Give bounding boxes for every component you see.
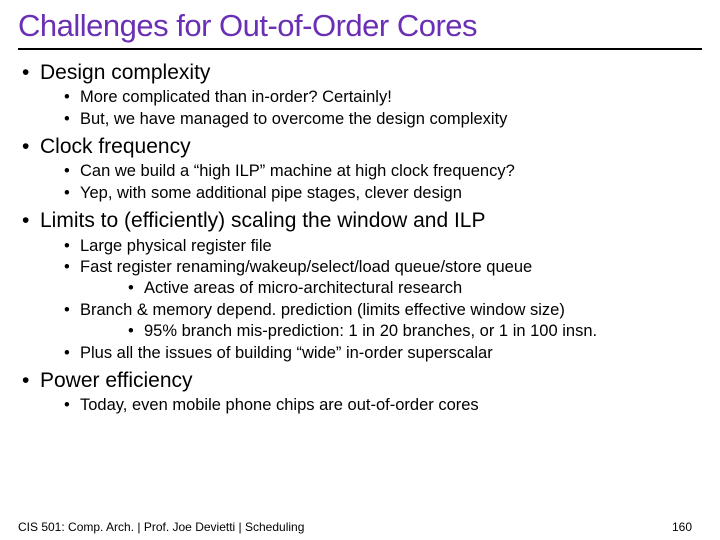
bullet-l1: Power efficiency Today, even mobile phon… [18, 368, 702, 417]
bullet-sublist: Today, even mobile phone chips are out-o… [40, 395, 702, 416]
bullet-text: Clock frequency [40, 135, 191, 158]
bullet-l2: More complicated than in-order? Certainl… [40, 87, 702, 108]
bullet-l1: Clock frequency Can we build a “high ILP… [18, 134, 702, 204]
bullet-l2: Yep, with some additional pipe stages, c… [40, 183, 702, 204]
bullet-text: Branch & memory depend. prediction (limi… [80, 301, 565, 319]
slide-title: Challenges for Out-of-Order Cores [0, 0, 720, 48]
bullet-l1: Limits to (efficiently) scaling the wind… [18, 208, 702, 364]
slide-footer: CIS 501: Comp. Arch. | Prof. Joe Deviett… [18, 520, 702, 534]
page-number: 160 [672, 520, 692, 534]
bullet-l2: Today, even mobile phone chips are out-o… [40, 395, 702, 416]
bullet-text: Design complexity [40, 61, 210, 84]
bullet-list: Design complexity More complicated than … [18, 60, 702, 417]
bullet-sublist: Can we build a “high ILP” machine at hig… [40, 161, 702, 204]
bullet-l1: Design complexity More complicated than … [18, 60, 702, 130]
bullet-l2: But, we have managed to overcome the des… [40, 109, 702, 130]
bullet-subsublist: Active areas of micro-architectural rese… [80, 278, 702, 299]
bullet-l3: Active areas of micro-architectural rese… [80, 278, 702, 299]
bullet-l2: Branch & memory depend. prediction (limi… [40, 300, 702, 343]
footer-text: CIS 501: Comp. Arch. | Prof. Joe Deviett… [18, 520, 304, 534]
bullet-sublist: Large physical register file Fast regist… [40, 236, 702, 365]
slide: Challenges for Out-of-Order Cores Design… [0, 0, 720, 540]
slide-content: Design complexity More complicated than … [0, 50, 720, 417]
bullet-text: Power efficiency [40, 369, 193, 392]
bullet-l2: Can we build a “high ILP” machine at hig… [40, 161, 702, 182]
bullet-l2: Plus all the issues of building “wide” i… [40, 343, 702, 364]
bullet-sublist: More complicated than in-order? Certainl… [40, 87, 702, 130]
bullet-l2: Large physical register file [40, 236, 702, 257]
bullet-l3: 95% branch mis-prediction: 1 in 20 branc… [80, 321, 702, 342]
bullet-text: Limits to (efficiently) scaling the wind… [40, 209, 486, 232]
bullet-subsublist: 95% branch mis-prediction: 1 in 20 branc… [80, 321, 702, 342]
bullet-text: Fast register renaming/wakeup/select/loa… [80, 258, 532, 276]
bullet-l2: Fast register renaming/wakeup/select/loa… [40, 257, 702, 300]
